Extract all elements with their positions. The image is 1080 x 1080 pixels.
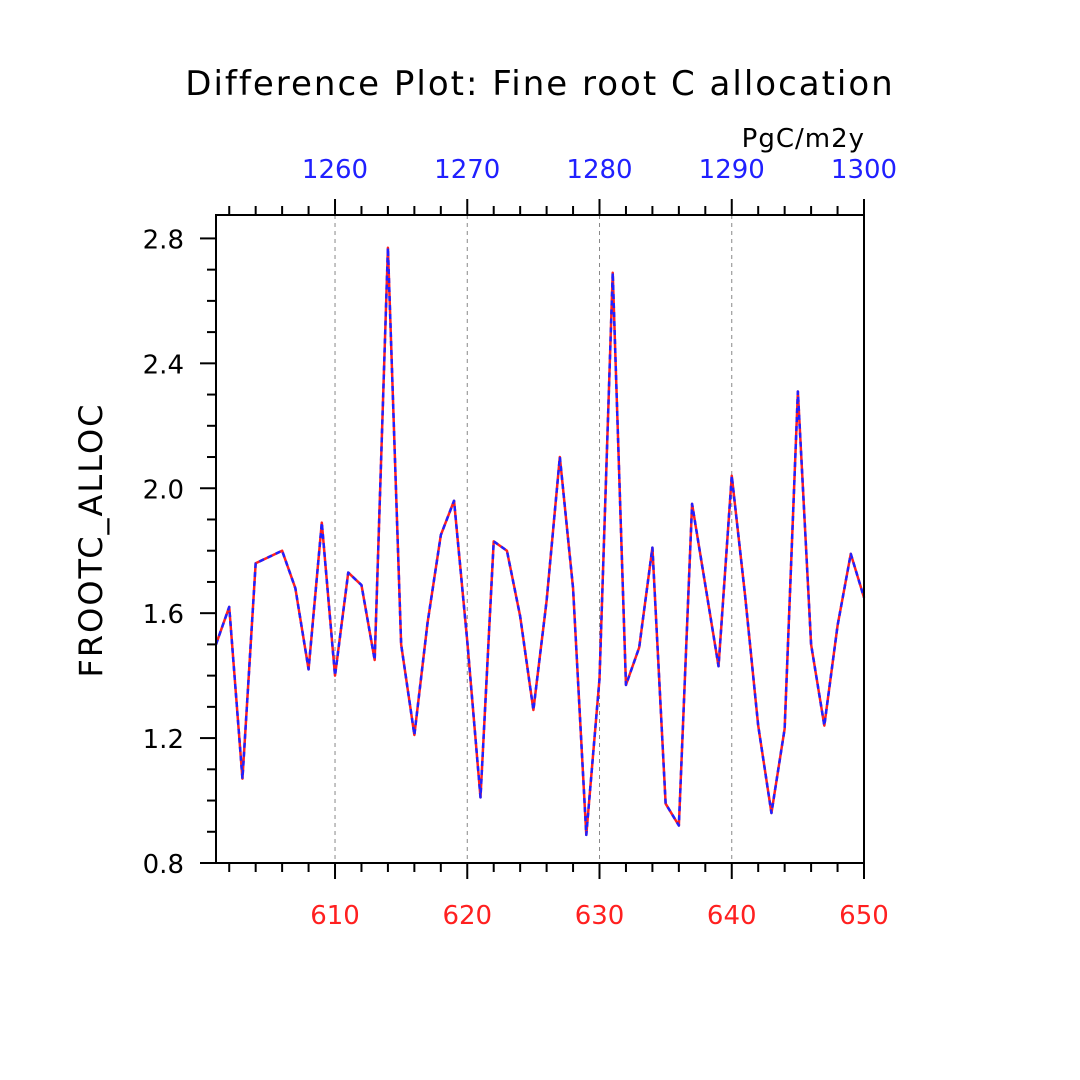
x-tick-label: 620 (442, 901, 492, 931)
tick-labels: 610 620 630 640 650 1260 1270 1280 1290 1300 0.8 1.… (143, 155, 897, 931)
x-tick-label: 640 (707, 901, 757, 931)
top-tick-label: 1280 (566, 155, 632, 185)
series-lines (214, 246, 866, 837)
units-label: PgC/m2y (742, 124, 865, 154)
x-tick-label: 630 (575, 901, 625, 931)
y-tick-label: 2.8 (143, 225, 184, 255)
top-tick-label: 1260 (302, 155, 368, 185)
y-tick-label: 1.6 (143, 600, 184, 630)
x-tick-label: 610 (310, 901, 360, 931)
grid-lines (334, 215, 733, 863)
chart-title: Difference Plot: Fine root C allocation (185, 64, 894, 104)
axis-ticks (200, 199, 865, 879)
y-tick-label: 2.4 (143, 350, 184, 380)
series-line-blue (214, 246, 866, 837)
y-tick-label: 0.8 (143, 850, 184, 880)
x-tick-label: 650 (839, 901, 889, 931)
top-tick-label: 1270 (434, 155, 500, 185)
y-tick-label: 2.0 (143, 475, 184, 505)
top-tick-label: 1300 (831, 155, 897, 185)
top-tick-label: 1290 (699, 155, 765, 185)
series-line-red (214, 246, 866, 837)
y-axis-label: FROOTC_ALLOC (72, 403, 110, 678)
y-tick-label: 1.2 (143, 725, 184, 755)
plot-frame (215, 214, 865, 864)
